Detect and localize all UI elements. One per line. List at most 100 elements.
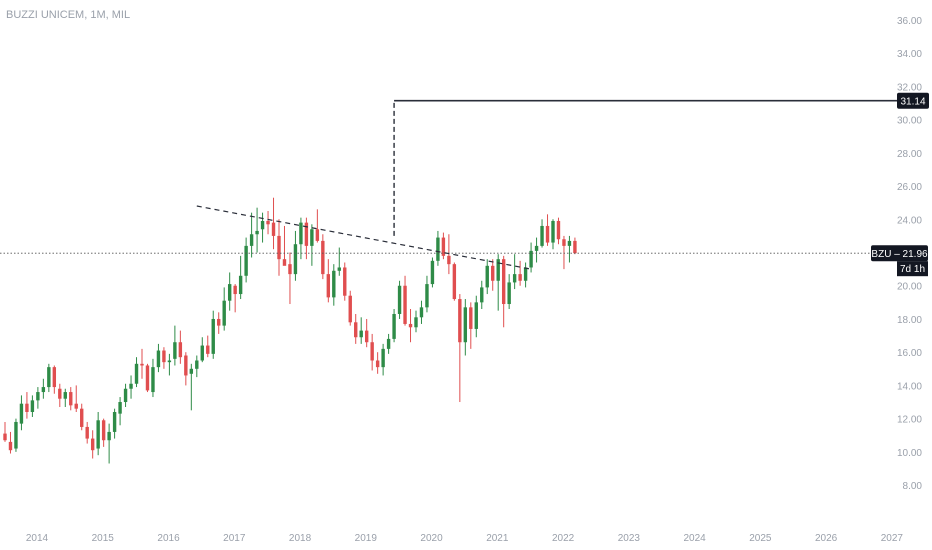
candles — [3, 197, 577, 464]
candle — [69, 387, 73, 411]
y-tick-label: 32.00 — [897, 82, 922, 93]
candle — [337, 247, 341, 276]
candle-body — [381, 348, 385, 368]
candle — [167, 353, 172, 376]
candle-body — [299, 222, 303, 245]
chart-title: BUZZI UNICEM, 1M, MIL — [6, 9, 131, 21]
candle-body — [375, 360, 380, 368]
candle — [436, 230, 440, 266]
candle-body — [41, 387, 46, 393]
candle-body — [123, 388, 128, 403]
candle-body — [30, 400, 35, 412]
candle — [441, 232, 446, 260]
candle — [145, 363, 150, 393]
candle — [534, 237, 539, 263]
candle — [244, 237, 248, 283]
candle — [134, 357, 139, 388]
candle-body — [195, 360, 199, 369]
candle — [392, 309, 396, 343]
candle-body — [244, 245, 248, 276]
candle — [211, 310, 215, 359]
candle — [375, 352, 380, 374]
candle — [573, 237, 577, 255]
candle — [523, 262, 528, 288]
candle — [19, 395, 24, 431]
candle-body — [518, 274, 522, 281]
candle — [512, 254, 517, 290]
candle-body — [386, 338, 391, 349]
candle-body — [348, 295, 352, 323]
y-tick-label: 10.00 — [897, 448, 922, 459]
candle-body — [315, 229, 320, 241]
candle-body — [304, 222, 309, 246]
candle — [485, 259, 489, 295]
candle — [545, 214, 550, 246]
candle-body — [96, 420, 100, 449]
candle-body — [469, 307, 473, 329]
candle — [293, 230, 298, 281]
candle — [189, 363, 194, 411]
candle — [123, 383, 128, 408]
candle — [58, 383, 62, 408]
candle-body — [485, 265, 489, 288]
candle-body — [189, 368, 194, 374]
candle — [52, 365, 57, 394]
candle-body — [217, 318, 221, 326]
candle-body — [173, 342, 177, 359]
candle-body — [107, 431, 111, 441]
candle — [414, 310, 418, 333]
candle — [501, 255, 506, 328]
candle-body — [573, 240, 577, 254]
target-label-box — [897, 92, 929, 109]
candle-body — [151, 367, 155, 393]
candle — [332, 264, 336, 306]
x-axis[interactable]: 2014 2015 2016 2017 2018 2019 2020 2021 2022 2023… — [26, 533, 904, 544]
candle-body — [282, 259, 287, 266]
candle — [63, 388, 67, 408]
candle — [255, 207, 259, 253]
candle-body — [222, 300, 226, 326]
candle — [496, 254, 500, 311]
x-tick-label: 2016 — [157, 533, 180, 544]
candle — [315, 209, 320, 243]
candle — [348, 290, 352, 326]
candle-body — [551, 220, 555, 243]
annotations — [0, 99, 897, 270]
candle-body — [414, 317, 418, 328]
candle-body — [496, 259, 500, 281]
candle — [90, 430, 95, 459]
y-tick-label: 12.00 — [897, 415, 922, 426]
candle — [151, 358, 155, 398]
candle-body — [255, 230, 259, 235]
candle — [266, 210, 270, 235]
candle-body — [452, 264, 457, 300]
candle — [238, 255, 243, 300]
candle — [419, 300, 424, 324]
candle — [370, 333, 374, 371]
candle-body — [441, 237, 446, 256]
x-tick-label: 2019 — [355, 533, 378, 544]
y-tick-label: 20.00 — [897, 282, 922, 293]
candle — [200, 337, 204, 363]
candle-body — [474, 302, 478, 329]
candle-body — [326, 274, 331, 298]
candle-body — [523, 267, 528, 281]
candle — [282, 225, 287, 266]
candle — [36, 387, 40, 409]
candle — [140, 348, 144, 379]
candle — [491, 259, 495, 291]
candle-body — [178, 342, 183, 358]
candle-body — [260, 220, 265, 230]
candle — [249, 212, 254, 258]
candle-body — [458, 299, 462, 343]
candle-body — [293, 244, 298, 275]
candle-body — [162, 350, 166, 363]
candle — [288, 252, 292, 305]
candle — [112, 408, 117, 439]
candle — [474, 295, 478, 338]
target-price-label: 31.14 — [900, 97, 925, 108]
candle-body — [266, 220, 270, 225]
candle — [321, 234, 325, 280]
y-tick-label: 36.00 — [897, 16, 922, 27]
